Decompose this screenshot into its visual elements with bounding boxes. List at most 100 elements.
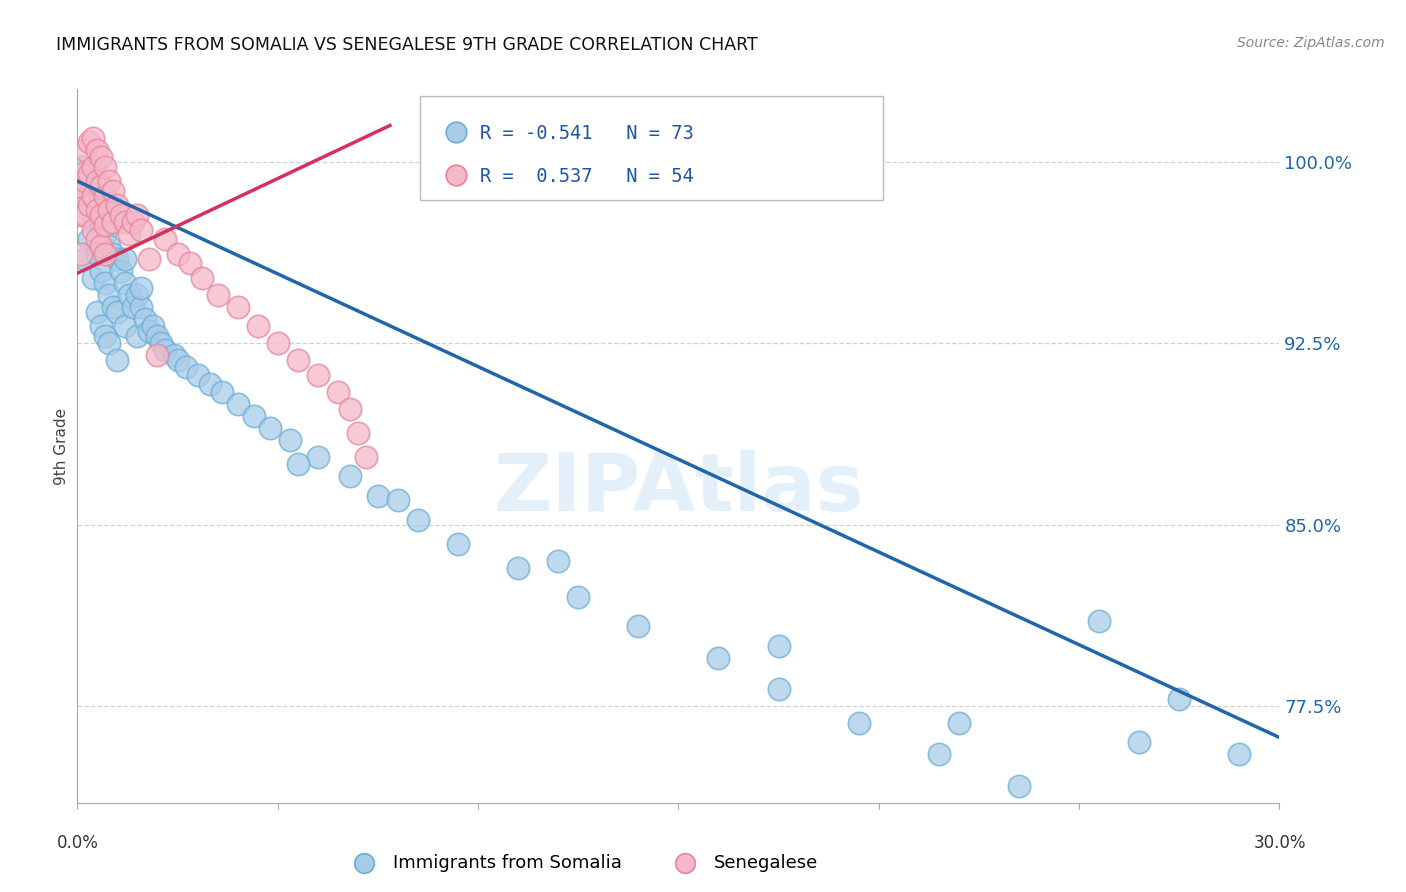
Point (79, 178, 101, 193)
Point (94, 246, 117, 260)
Point (339, 401, 361, 416)
Point (75, 143, 97, 157)
Point (347, 425, 370, 440)
Point (107, 353, 129, 368)
Point (98, 239, 121, 253)
Point (287, 353, 309, 368)
Point (138, 324, 160, 338)
Point (226, 397, 249, 411)
Point (94, 227, 117, 242)
Point (354, 450, 377, 464)
Point (447, 537, 470, 551)
Point (118, 227, 141, 242)
Point (86, 143, 108, 157)
Point (90, 239, 112, 253)
Point (339, 469, 361, 483)
Point (94, 276, 117, 290)
Point (278, 433, 301, 447)
Point (86, 174, 108, 188)
Point (90, 178, 112, 193)
Point (1329, 300, 1351, 314)
Point (166, 246, 188, 260)
Point (166, 353, 188, 368)
Point (114, 276, 136, 290)
Point (114, 319, 136, 334)
Point (94, 160, 117, 174)
Point (86, 203, 108, 218)
Point (387, 493, 409, 508)
Point (367, 489, 389, 503)
Point (70, 208, 93, 222)
Text: IMMIGRANTS FROM SOMALIA VS SENEGALESE 9TH GRADE CORRELATION CHART: IMMIGRANTS FROM SOMALIA VS SENEGALESE 9T… (56, 36, 758, 54)
Point (768, 639, 790, 653)
Point (627, 619, 650, 633)
Point (1008, 779, 1031, 793)
Point (79, 198, 101, 212)
Text: Source: ZipAtlas.com: Source: ZipAtlas.com (1237, 36, 1385, 50)
Point (70, 167, 93, 181)
Point (82, 271, 104, 285)
Point (768, 682, 790, 697)
Point (162, 348, 184, 362)
Point (82, 222, 104, 236)
Point (67, 191, 90, 205)
Point (179, 256, 201, 270)
Point (146, 329, 169, 343)
Point (707, 650, 730, 665)
Point (146, 348, 169, 362)
Point (90, 263, 112, 277)
Point (259, 421, 281, 435)
Point (406, 513, 429, 527)
Point (848, 716, 870, 731)
Point (107, 252, 129, 266)
Point (70, 160, 93, 174)
Point (131, 222, 153, 236)
Point (75, 208, 97, 222)
Point (1088, 615, 1111, 629)
Point (107, 304, 129, 318)
Point (90, 150, 112, 164)
Point (174, 360, 197, 375)
Point (211, 384, 233, 399)
Point (75, 252, 97, 266)
Point (94, 218, 117, 232)
Point (131, 280, 153, 294)
Point (90, 208, 112, 222)
FancyBboxPatch shape (420, 96, 883, 200)
Point (70, 246, 93, 260)
Point (110, 263, 132, 277)
Point (928, 747, 950, 762)
Point (190, 271, 212, 285)
Point (122, 215, 145, 229)
Point (131, 300, 153, 314)
Point (948, 716, 970, 731)
Point (307, 450, 329, 464)
Point (98, 203, 121, 218)
Text: R =  0.537   N = 54: R = 0.537 N = 54 (479, 167, 693, 186)
Y-axis label: 9th Grade: 9th Grade (53, 408, 69, 484)
Point (67, 178, 90, 193)
Point (127, 329, 149, 343)
Point (127, 288, 149, 302)
Point (127, 208, 149, 222)
Point (103, 215, 125, 229)
Point (103, 300, 125, 314)
Point (79, 167, 101, 181)
Point (1229, 747, 1251, 762)
Point (267, 336, 290, 351)
Point (1329, 445, 1351, 459)
Point (103, 246, 125, 260)
Point (75, 174, 97, 188)
Point (98, 174, 121, 188)
Point (75, 191, 97, 205)
Point (86, 246, 108, 260)
Point (1128, 735, 1150, 749)
Text: 30.0%: 30.0% (1253, 834, 1306, 852)
Point (150, 336, 173, 351)
Point (94, 188, 117, 202)
Point (567, 590, 589, 604)
Point (198, 377, 221, 392)
Point (94, 329, 117, 343)
Point (155, 343, 177, 358)
Point (287, 457, 309, 471)
